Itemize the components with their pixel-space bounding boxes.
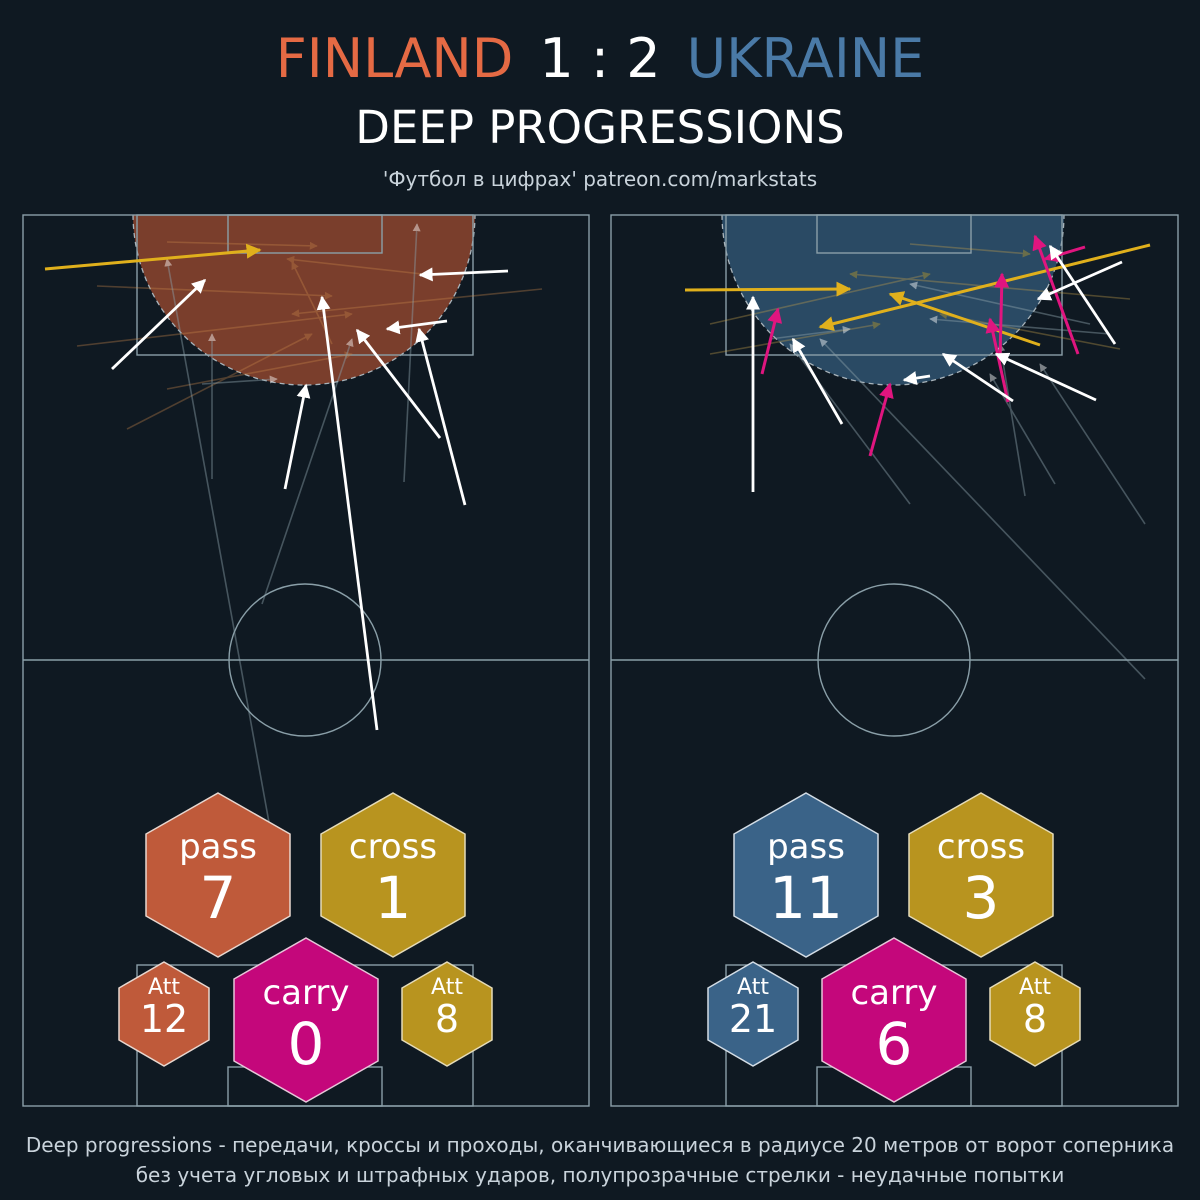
carry-stat-label: carry bbox=[262, 973, 349, 1013]
pass-stat-value: 11 bbox=[769, 864, 843, 932]
unsuccessful-attempts-grey bbox=[164, 223, 421, 840]
pass-attempts-hex: Att 21 bbox=[707, 961, 799, 1067]
pass-stat-label: pass bbox=[767, 827, 845, 867]
cross-attempts-hex: Att 8 bbox=[989, 961, 1081, 1067]
credit-line: 'Футбол в цифрах' patreon.com/markstats bbox=[382, 167, 818, 191]
cross-stat-label: cross bbox=[937, 827, 1025, 867]
target-zone bbox=[721, 215, 1065, 386]
scoreline: FINLAND 1 : 2 UKRAINE bbox=[0, 26, 1200, 92]
cross-stat-hex: cross 3 bbox=[908, 792, 1054, 958]
match-score: 1 : 2 bbox=[539, 27, 661, 90]
pitch-panel-away: pass 11 cross 3 carry 6 Att 21 Att 8 bbox=[610, 214, 1179, 1107]
successful-crosses bbox=[44, 243, 262, 271]
pass-attempts-value: 21 bbox=[729, 997, 777, 1041]
pass-stat-value: 7 bbox=[200, 864, 237, 932]
cross-attempts-hex: Att 8 bbox=[401, 961, 493, 1067]
cross-attempts-label: Att bbox=[431, 975, 463, 1000]
pass-stat-hex: pass 7 bbox=[145, 792, 291, 958]
carry-stat-value: 6 bbox=[876, 1010, 913, 1078]
pass-attempts-value: 12 bbox=[140, 997, 188, 1041]
target-zone bbox=[132, 215, 476, 386]
pass-attempts-label: Att bbox=[148, 975, 180, 1000]
pass-attempts-label: Att bbox=[737, 975, 769, 1000]
pass-stat-label: pass bbox=[179, 827, 257, 867]
away-team-name: UKRAINE bbox=[686, 27, 925, 90]
pass-attempts-hex: Att 12 bbox=[118, 961, 210, 1067]
successful-passes bbox=[111, 267, 509, 731]
cross-stat-value: 1 bbox=[375, 864, 412, 932]
cross-attempts-value: 8 bbox=[1023, 997, 1047, 1041]
cross-stat-hex: cross 1 bbox=[320, 792, 466, 958]
carry-stat-hex: carry 6 bbox=[821, 937, 967, 1103]
cross-stat-label: cross bbox=[349, 827, 437, 867]
cross-stat-value: 3 bbox=[963, 864, 1000, 932]
cross-attempts-label: Att bbox=[1019, 975, 1051, 1000]
cross-attempts-value: 8 bbox=[435, 997, 459, 1041]
home-team-name: FINLAND bbox=[275, 27, 514, 90]
footer-line-2: без учета угловых и штрафных ударов, пол… bbox=[135, 1163, 1065, 1187]
footer-note: Deep progressions - передачи, кроссы и п… bbox=[0, 1130, 1200, 1190]
carry-stat-label: carry bbox=[850, 973, 937, 1013]
unsuccessful-attempts bbox=[76, 241, 543, 430]
page-title: DEEP PROGRESSIONS bbox=[355, 101, 845, 154]
pitch-panel-home: pass 7 cross 1 carry 0 Att 12 Att 8 bbox=[22, 214, 590, 1107]
successful-crosses bbox=[684, 243, 1151, 347]
successful-passes bbox=[746, 244, 1123, 492]
carry-stat-value: 0 bbox=[288, 1010, 325, 1078]
pass-stat-hex: pass 11 bbox=[733, 792, 879, 958]
carry-stat-hex: carry 0 bbox=[233, 937, 379, 1103]
footer-line-1: Deep progressions - передачи, кроссы и п… bbox=[25, 1133, 1175, 1157]
